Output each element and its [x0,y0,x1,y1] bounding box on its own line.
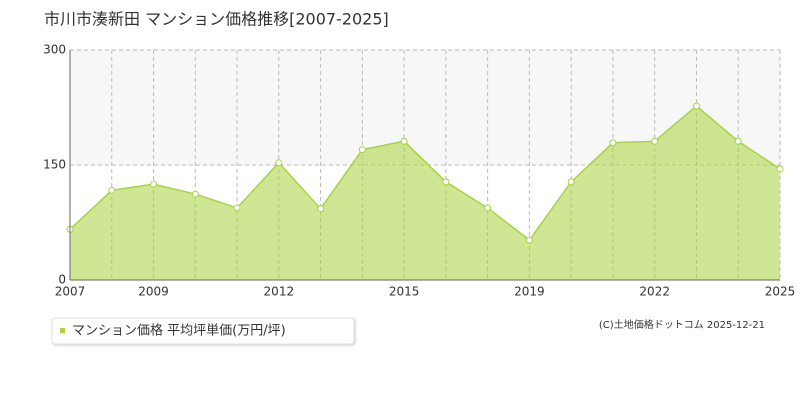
x-tick-label: 2019 [514,285,545,299]
point [776,165,784,173]
point [317,205,325,213]
x-tick-label: 2015 [389,285,420,299]
x-tick-label: 2009 [138,285,169,299]
x-tick-label: 2025 [765,285,796,299]
point [651,137,659,145]
x-tick-label: 2022 [639,285,670,299]
point [150,180,158,188]
point [692,102,700,110]
point [400,137,408,145]
chart-title: 市川市湊新田 マンション価格推移[2007-2025] [44,10,389,29]
source: (C)土地価格ドットコム 2025-12-21 [599,318,765,331]
point [734,137,742,145]
y-tick-label: 300 [43,43,66,57]
x-tick-label: 2012 [264,285,295,299]
point [191,190,199,198]
y-tick-label: 150 [43,158,66,172]
legend-swatch [60,328,65,333]
area [70,105,780,280]
legend-label: マンション価格 平均坪単価(万円/坪) [72,323,286,339]
point [108,186,116,194]
point [609,139,617,147]
y-tick-label: 0 [58,273,66,287]
point [275,159,283,167]
point [442,178,450,186]
legend-box [51,317,355,345]
point [484,204,492,212]
point [358,146,366,154]
line [69,104,781,242]
point [233,204,241,212]
point [525,236,533,244]
x-tick-label: 2007 [55,285,86,299]
point [567,178,575,186]
